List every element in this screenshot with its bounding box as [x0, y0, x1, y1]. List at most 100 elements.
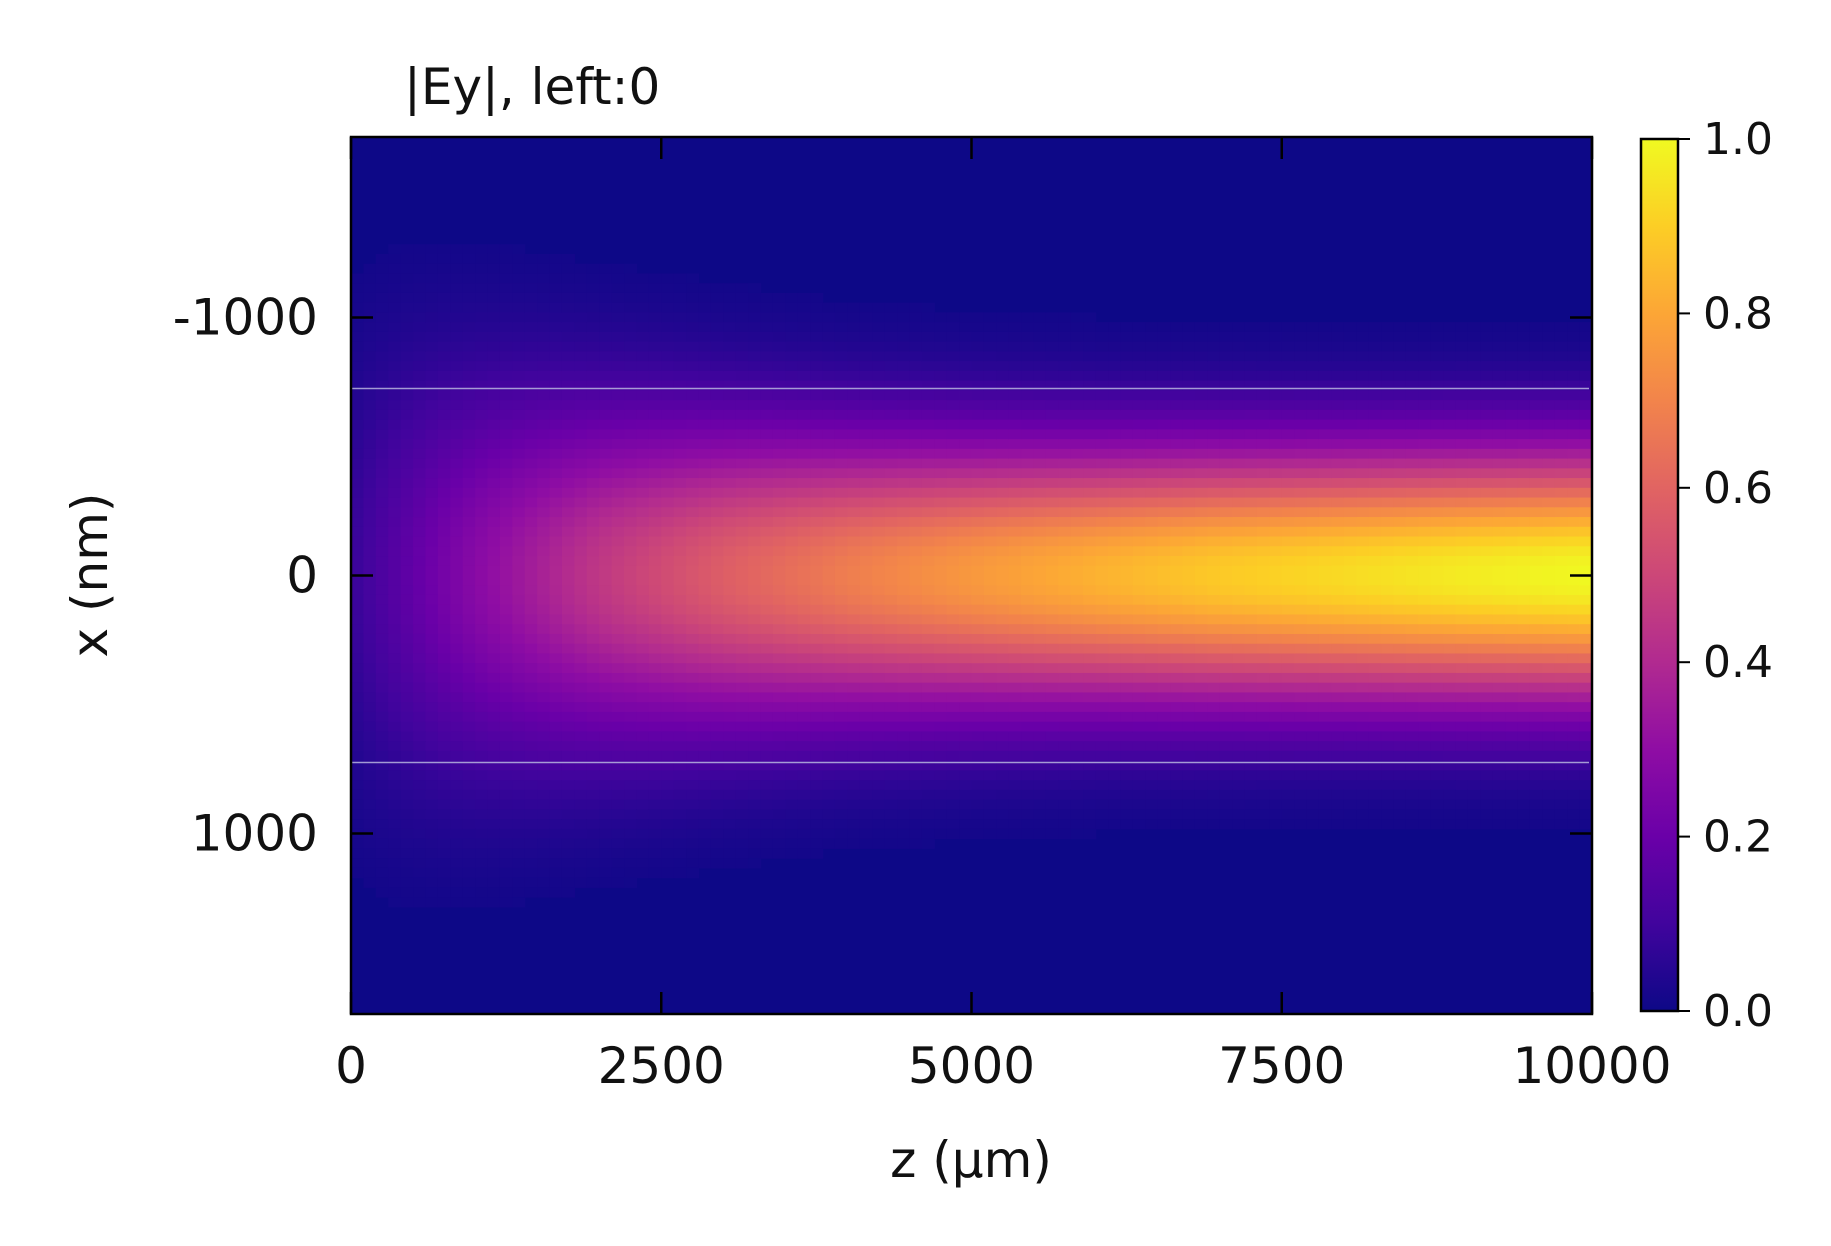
heatmap-cell — [1145, 741, 1159, 752]
heatmap-cell — [921, 702, 935, 713]
heatmap-cell — [561, 867, 575, 879]
heatmap-cell — [1095, 517, 1109, 528]
heatmap-cell — [1306, 809, 1320, 820]
heatmap-cell — [971, 507, 985, 518]
heatmap-cell — [834, 819, 848, 830]
heatmap-cell — [822, 468, 836, 479]
heatmap-cell — [698, 789, 712, 801]
heatmap-cell — [611, 867, 625, 879]
heatmap-cell — [710, 604, 724, 616]
heatmap-cell — [698, 478, 712, 489]
heatmap-cell — [375, 682, 389, 694]
heatmap-cell — [487, 721, 501, 733]
heatmap-cell — [586, 263, 600, 275]
heatmap-cell — [586, 312, 600, 323]
heatmap-cell — [1145, 633, 1159, 645]
heatmap-cell — [1381, 478, 1395, 489]
heatmap-cell — [450, 594, 464, 606]
heatmap-cell — [1132, 517, 1146, 528]
heatmap-cell — [834, 370, 848, 382]
heatmap-cell — [1393, 643, 1407, 655]
heatmap-cell — [772, 731, 786, 742]
heatmap-cell — [1045, 448, 1059, 460]
heatmap-cell — [834, 741, 848, 752]
heatmap-cell — [661, 799, 675, 810]
heatmap-cell — [946, 351, 960, 362]
heatmap-cell — [1393, 361, 1407, 372]
heatmap-cell — [1381, 780, 1395, 791]
heatmap-cell — [723, 760, 737, 771]
heatmap-cell — [363, 565, 377, 577]
heatmap-cell — [971, 711, 985, 723]
heatmap-cell — [921, 546, 935, 557]
heatmap-cell — [1008, 565, 1022, 577]
heatmap-cell — [586, 556, 600, 567]
heatmap-cell — [475, 731, 489, 742]
heatmap-cell — [1331, 672, 1345, 684]
heatmap-cell — [437, 633, 451, 645]
heatmap-cell — [996, 556, 1010, 567]
heatmap-cell — [400, 614, 414, 625]
heatmap-cell — [735, 624, 749, 635]
heatmap-cell — [351, 721, 365, 733]
heatmap-cell — [1381, 672, 1395, 684]
heatmap-cell — [1294, 760, 1308, 771]
heatmap-cell — [872, 429, 886, 440]
heatmap-cell — [1008, 653, 1022, 664]
heatmap-cell — [1095, 789, 1109, 801]
heatmap-cell — [1182, 370, 1196, 382]
heatmap-cell — [735, 370, 749, 382]
heatmap-cell — [1343, 497, 1357, 508]
heatmap-cell — [499, 497, 513, 508]
heatmap-cell — [735, 517, 749, 528]
heatmap-cell — [1381, 556, 1395, 567]
heatmap-cell — [425, 292, 439, 304]
heatmap-cell — [375, 273, 389, 284]
heatmap-cell — [437, 858, 451, 869]
heatmap-cell — [1108, 351, 1122, 362]
heatmap-cell — [599, 663, 613, 674]
heatmap-cell — [897, 429, 911, 440]
heatmap-cell — [1108, 556, 1122, 567]
heatmap-cell — [400, 838, 414, 849]
heatmap-cell — [1021, 429, 1035, 440]
heatmap-cell — [934, 331, 948, 343]
heatmap-cell — [735, 409, 749, 421]
heatmap-cell — [1083, 390, 1097, 401]
heatmap-cell — [574, 741, 588, 752]
heatmap-cell — [1207, 497, 1221, 508]
heatmap-cell — [1393, 731, 1407, 742]
heatmap-cell — [909, 789, 923, 801]
heatmap-cell — [822, 302, 836, 313]
heatmap-cell — [1281, 750, 1295, 762]
heatmap-cell — [1294, 526, 1308, 538]
heatmap-cell — [1318, 536, 1332, 547]
heatmap-cell — [549, 439, 563, 450]
heatmap-cell — [698, 546, 712, 557]
heatmap-cell — [1095, 458, 1109, 469]
heatmap-cell — [959, 789, 973, 801]
heatmap-cell — [1331, 565, 1345, 577]
heatmap-cell — [1219, 322, 1233, 333]
heatmap-cell — [512, 653, 526, 664]
heatmap-cell — [1145, 624, 1159, 635]
heatmap-cell — [1405, 799, 1419, 810]
heatmap-cell — [512, 497, 526, 508]
heatmap-cell — [524, 273, 538, 284]
heatmap-cell — [1008, 536, 1022, 547]
heatmap-cell — [1281, 361, 1295, 372]
heatmap-cell — [462, 390, 476, 401]
heatmap-cell — [710, 633, 724, 645]
heatmap-cell — [723, 458, 737, 469]
heatmap-cell — [1381, 370, 1395, 382]
heatmap-cell — [772, 322, 786, 333]
heatmap-cell — [884, 361, 898, 372]
heatmap-cell — [1219, 702, 1233, 713]
heatmap-cell — [375, 439, 389, 450]
heatmap-cell — [537, 809, 551, 820]
heatmap-cell — [884, 741, 898, 752]
heatmap-cell — [1256, 711, 1270, 723]
heatmap-cell — [797, 750, 811, 762]
heatmap-cell — [1207, 575, 1221, 586]
heatmap-cell — [425, 400, 439, 411]
